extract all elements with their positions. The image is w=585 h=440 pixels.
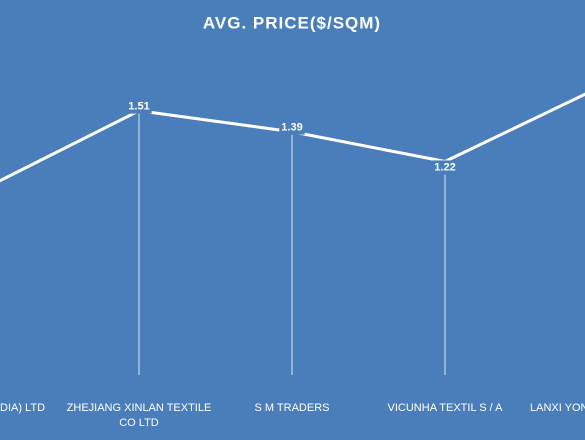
data-label: 1.22: [434, 161, 455, 173]
x-tick-label: LANXI YON: [530, 402, 585, 414]
x-tick-label: S M TRADERS: [255, 402, 330, 414]
data-label-background: [126, 99, 152, 114]
data-label-background: [279, 120, 305, 135]
x-tick-label: DIA) LTD: [0, 402, 45, 414]
data-label: 1.51: [128, 101, 149, 113]
x-tick-label: ZHEJIANG XINLAN TEXTILE CO LTD: [67, 402, 212, 429]
data-label-background: [432, 160, 458, 175]
data-label: 1.39: [281, 122, 302, 134]
chart-title: AVG. PRICE($/SQM): [203, 13, 381, 32]
x-tick-label: VICUNHA TEXTIL S / A: [388, 402, 504, 414]
